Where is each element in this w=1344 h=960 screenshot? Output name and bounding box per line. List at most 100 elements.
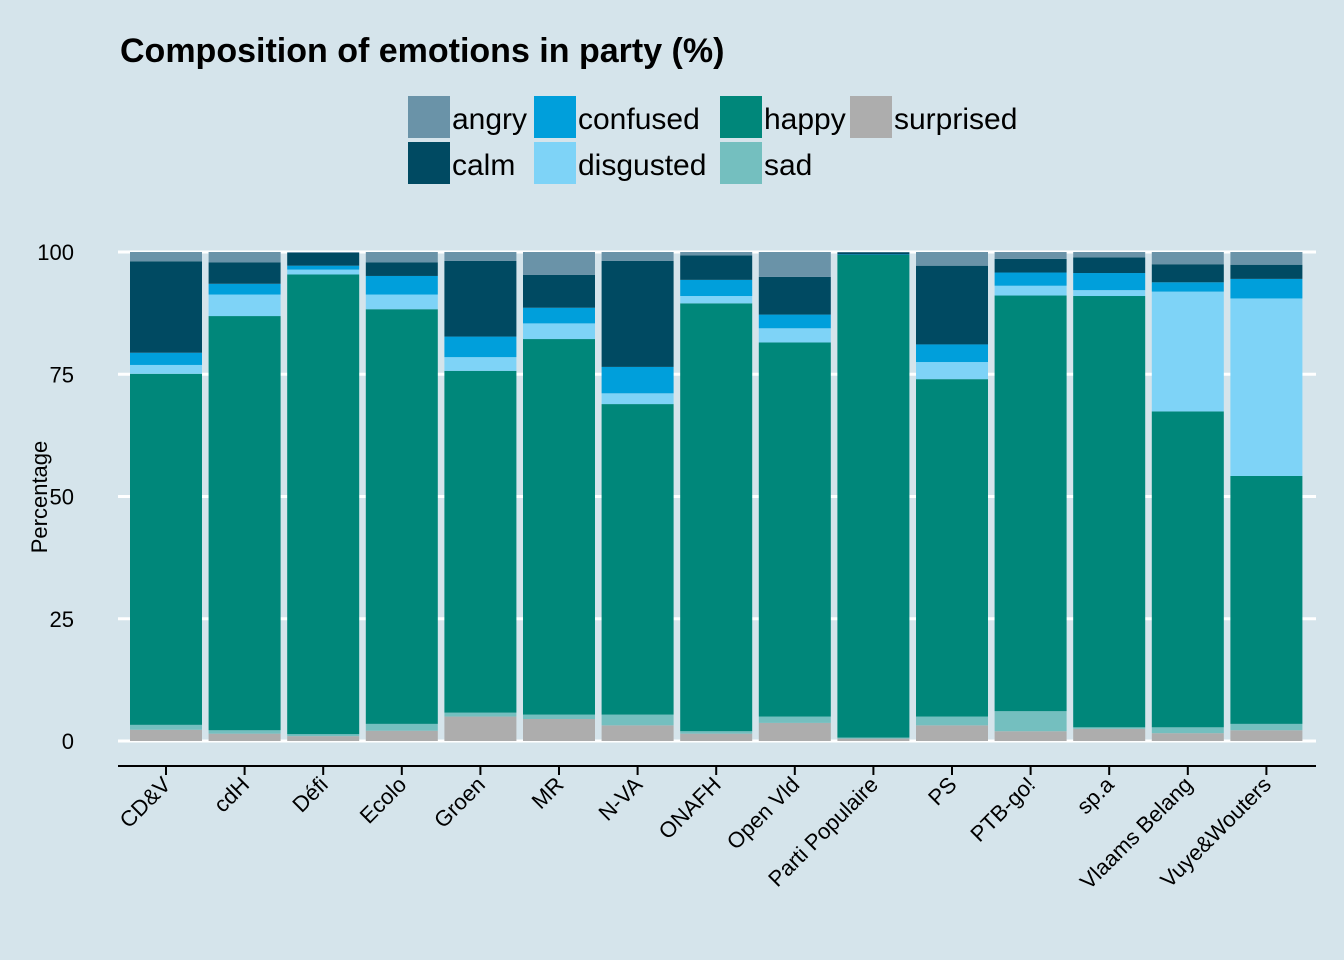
- bar-segment-surprised: [1073, 728, 1146, 741]
- bar-segment-angry: [444, 252, 517, 261]
- bar-segment-happy: [1230, 475, 1303, 724]
- bar-segment-angry: [1073, 252, 1146, 258]
- bar-segment-calm: [365, 262, 438, 276]
- bar-segment-sad: [1151, 727, 1224, 734]
- bar-segment-surprised: [916, 725, 988, 741]
- bar-segment-angry: [758, 252, 831, 277]
- x-tick-label: N-VA: [593, 772, 647, 826]
- legend-label-confused: confused: [578, 103, 700, 136]
- bar-segment-sad: [1230, 723, 1303, 731]
- bar-segment-happy: [365, 309, 438, 724]
- bar-segment-angry: [994, 252, 1067, 259]
- bar-segment-happy: [758, 342, 831, 717]
- bar-segment-calm: [916, 265, 988, 345]
- bar-segment-surprised: [444, 716, 517, 741]
- legend-swatch-angry: [408, 96, 450, 138]
- bar-segment-calm: [130, 261, 202, 353]
- bar-segment-sad: [837, 737, 910, 739]
- bar-segment-angry: [523, 252, 595, 275]
- bar-segment-disgusted: [680, 296, 753, 304]
- bar-segment-surprised: [837, 738, 910, 741]
- bar-segment-angry: [1230, 252, 1303, 265]
- bar-segment-confused: [130, 352, 202, 365]
- bar-segment-angry: [916, 252, 988, 266]
- bar-segment-calm: [1151, 264, 1224, 283]
- x-tick-label: sp.a: [1072, 771, 1120, 819]
- legend-label-calm: calm: [452, 149, 515, 182]
- bar-segment-sad: [758, 716, 831, 723]
- legend-swatch-confused: [534, 96, 576, 138]
- bar-segment-happy: [916, 379, 988, 717]
- legend-label-disgusted: disgusted: [578, 149, 706, 182]
- bar-segment-disgusted: [365, 294, 438, 310]
- legend-label-angry: angry: [452, 103, 527, 136]
- bar-segment-calm: [287, 252, 360, 266]
- bar-segment-happy: [837, 254, 910, 738]
- bar-segment-angry: [130, 252, 202, 262]
- legend-swatch-surprised: [850, 96, 892, 138]
- bar-segment-confused: [523, 307, 595, 324]
- bar-segment-confused: [208, 283, 281, 295]
- bar-segment-disgusted: [994, 285, 1067, 296]
- bar-segment-sad: [680, 731, 753, 734]
- x-tick-label: ONAFH: [654, 772, 726, 844]
- bar-segment-calm: [1073, 257, 1146, 274]
- bar-segment-disgusted: [916, 362, 988, 380]
- bar-segment-calm: [837, 252, 910, 255]
- legend-label-sad: sad: [764, 149, 812, 182]
- bar-segment-disgusted: [444, 357, 517, 371]
- bar-segment-confused: [1073, 273, 1146, 291]
- bar-segment-happy: [1151, 411, 1224, 728]
- bar-segment-sad: [130, 724, 202, 730]
- bar-segment-surprised: [523, 718, 595, 741]
- x-tick-label: Open Vld: [722, 772, 805, 855]
- bar-segment-calm: [444, 260, 517, 337]
- bar-segment-happy: [523, 339, 595, 715]
- y-tick-label: 25: [50, 607, 74, 632]
- bar-segment-confused: [601, 366, 674, 394]
- bar-segment-surprised: [680, 733, 753, 741]
- x-tick-label: cdH: [209, 772, 254, 817]
- bar-segment-confused: [444, 336, 517, 358]
- x-tick-label: PS: [923, 772, 961, 810]
- y-tick-label: 75: [50, 362, 74, 387]
- bar-segment-calm: [994, 258, 1067, 273]
- bar-segment-disgusted: [758, 328, 831, 343]
- legend-label-surprised: surprised: [894, 103, 1017, 136]
- bar-segment-sad: [601, 714, 674, 726]
- bar-segment-surprised: [130, 729, 202, 741]
- bar-segment-confused: [365, 275, 438, 295]
- bar-segment-surprised: [208, 733, 281, 741]
- y-tick-label: 50: [50, 485, 74, 510]
- bar-segment-calm: [758, 276, 831, 315]
- bar-segment-disgusted: [1073, 290, 1146, 297]
- bar-segment-disgusted: [601, 393, 674, 405]
- bar-segment-angry: [365, 252, 438, 263]
- legend-swatch-calm: [408, 142, 450, 184]
- chart-title: Composition of emotions in party (%): [120, 32, 724, 70]
- x-tick-label: PTB-go!: [965, 772, 1040, 847]
- bar-segment-calm: [1230, 264, 1303, 279]
- bar-segment-surprised: [601, 725, 674, 741]
- bar-segment-confused: [994, 272, 1067, 286]
- bar-segment-disgusted: [208, 294, 281, 317]
- bar-segment-sad: [365, 723, 438, 731]
- bar-segment-confused: [758, 314, 831, 329]
- bar-segment-sad: [287, 734, 360, 737]
- bar-segment-disgusted: [1151, 291, 1224, 412]
- bar-segment-confused: [680, 279, 753, 297]
- legend-swatch-happy: [720, 96, 762, 138]
- bar-segment-surprised: [758, 722, 831, 741]
- legend: angry calm confused disgusted happy sad surpri…: [408, 96, 1017, 184]
- bar-segment-sad: [523, 714, 595, 719]
- y-axis-title: Percentage: [27, 441, 52, 554]
- bar-segment-calm: [601, 260, 674, 367]
- bar-segment-surprised: [287, 736, 360, 741]
- legend-label-happy: happy: [764, 103, 846, 136]
- bar-segment-disgusted: [287, 269, 360, 275]
- bar-segment-disgusted: [130, 364, 202, 374]
- y-tick-labels: 0 25 50 75 100: [37, 240, 74, 754]
- bar-segment-happy: [444, 370, 517, 713]
- bar-segment-happy: [287, 274, 360, 735]
- bar-segment-sad: [994, 711, 1067, 732]
